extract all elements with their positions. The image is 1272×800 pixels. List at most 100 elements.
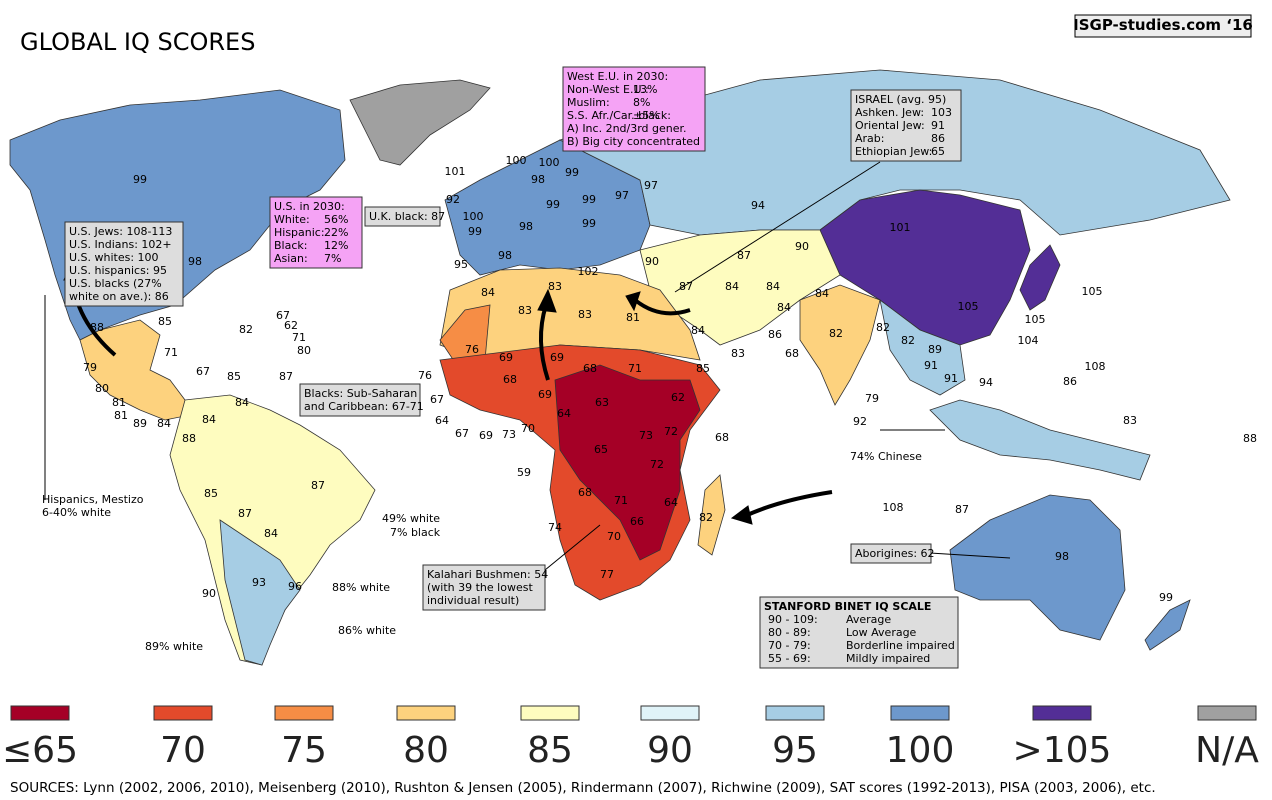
map-label: 59 <box>517 466 531 479</box>
box-text: individual result) <box>427 594 519 607</box>
legend-swatch <box>153 705 213 721</box>
map-label: 72 <box>664 425 678 438</box>
map-label: 69 <box>538 388 552 401</box>
map-label: 84 <box>777 301 791 314</box>
box-text: 55 - 69: <box>768 652 811 665</box>
map-label: 64 <box>664 496 678 509</box>
map-label: 96 <box>288 580 302 593</box>
box-text: Low Average <box>846 626 917 639</box>
map-label: 69 <box>499 351 513 364</box>
map-label: 83 <box>548 280 562 293</box>
note: 88% white <box>332 581 390 594</box>
map-label: 94 <box>979 376 993 389</box>
map-label: 89 <box>928 343 942 356</box>
box-text: Borderline impaired <box>846 639 955 652</box>
map-label: 100 <box>539 156 560 169</box>
legend-swatch <box>396 705 456 721</box>
map-label: 83 <box>1123 414 1137 427</box>
box-text: 22% <box>324 226 348 239</box>
map-label: 69 <box>479 429 493 442</box>
legend-swatch <box>274 705 334 721</box>
box-text: S.S. Afr./Car. black: <box>567 109 671 122</box>
note: 86% white <box>338 624 396 637</box>
map-label: 82 <box>901 334 915 347</box>
map-label: 92 <box>446 193 460 206</box>
map-label: 95 <box>454 258 468 271</box>
legend-label: 95 <box>772 730 818 771</box>
map-label: 83 <box>731 347 745 360</box>
map-label: 85 <box>204 487 218 500</box>
map-label: 73 <box>639 429 653 442</box>
legend-label: 85 <box>527 730 573 771</box>
map-label: 81 <box>112 396 126 409</box>
box-text: Asian: <box>274 252 308 265</box>
note: 7% black <box>390 526 441 539</box>
box-text: 91 <box>931 119 945 132</box>
map-label: 105 <box>1082 285 1103 298</box>
map-label: 104 <box>1018 334 1039 347</box>
map-label: 87 <box>279 370 293 383</box>
map-label: 69 <box>550 351 564 364</box>
map-label: 100 <box>463 210 484 223</box>
map-label: 64 <box>435 414 449 427</box>
legend-swatch <box>1032 705 1092 721</box>
box-text: Muslim: <box>567 96 610 109</box>
map-label: 84 <box>157 417 171 430</box>
map-label: 81 <box>626 311 640 324</box>
legend-label: 75 <box>281 730 327 771</box>
legend-swatch <box>520 705 580 721</box>
box-text: Non-West E.U.: <box>567 83 649 96</box>
map-label: 83 <box>578 308 592 321</box>
map-label: 68 <box>503 373 517 386</box>
map-label: 101 <box>445 165 466 178</box>
box-text: Average <box>846 613 891 626</box>
map-label: 93 <box>252 576 266 589</box>
map-label: 79 <box>83 361 97 374</box>
map-label: 88 <box>1243 432 1257 445</box>
map-label: 84 <box>235 396 249 409</box>
box-text: Mildly impaired <box>846 652 930 665</box>
box-text: White: <box>274 213 310 226</box>
map-label: 67 <box>196 365 210 378</box>
box-text: 7% <box>324 252 341 265</box>
annotation-box <box>562 66 706 152</box>
box-text: (with 39 the lowest <box>427 581 533 594</box>
land <box>9 69 1231 666</box>
map-label: 85 <box>696 362 710 375</box>
map-label: 76 <box>465 343 479 356</box>
legend-swatch <box>765 705 825 721</box>
map-label: 85 <box>227 370 241 383</box>
box-text: 12% <box>324 239 348 252</box>
annotation-box <box>759 596 959 669</box>
map-label: 84 <box>691 324 705 337</box>
box-text: U.S. whites: 100 <box>69 251 159 264</box>
box-text: ±5% <box>633 109 660 122</box>
legend-swatch <box>890 705 950 721</box>
box-text: 80 - 89: <box>768 626 811 639</box>
annotation-box <box>422 564 546 611</box>
box-text: U.K. black: 87 <box>369 210 445 223</box>
credit: ISGP-studies.com ‘16 <box>1073 16 1253 34</box>
map-label: 88 <box>90 321 104 334</box>
annotation-box <box>850 89 962 162</box>
map-label: 86 <box>768 328 782 341</box>
legend-swatch <box>10 705 70 721</box>
map-label: 105 <box>1025 313 1046 326</box>
map-label: 98 <box>519 220 533 233</box>
box-text: 8% <box>633 96 650 109</box>
map-label: 70 <box>521 422 535 435</box>
map-label: 99 <box>565 166 579 179</box>
box-text: 103 <box>931 106 952 119</box>
box-text: U.S. hispanics: 95 <box>69 264 167 277</box>
map-label: 84 <box>766 280 780 293</box>
box-text: Black: <box>274 239 307 252</box>
legend-label: 70 <box>160 730 206 771</box>
map-label: 94 <box>751 199 765 212</box>
map-label: 97 <box>615 189 629 202</box>
map-label: 74 <box>548 521 562 534</box>
map-label: 98 <box>498 249 512 262</box>
box-text: and Caribbean: 67-71 <box>304 400 424 413</box>
box-text: West E.U. in 2030: <box>567 70 668 83</box>
map-label: 97 <box>644 179 658 192</box>
map-label: 68 <box>578 486 592 499</box>
